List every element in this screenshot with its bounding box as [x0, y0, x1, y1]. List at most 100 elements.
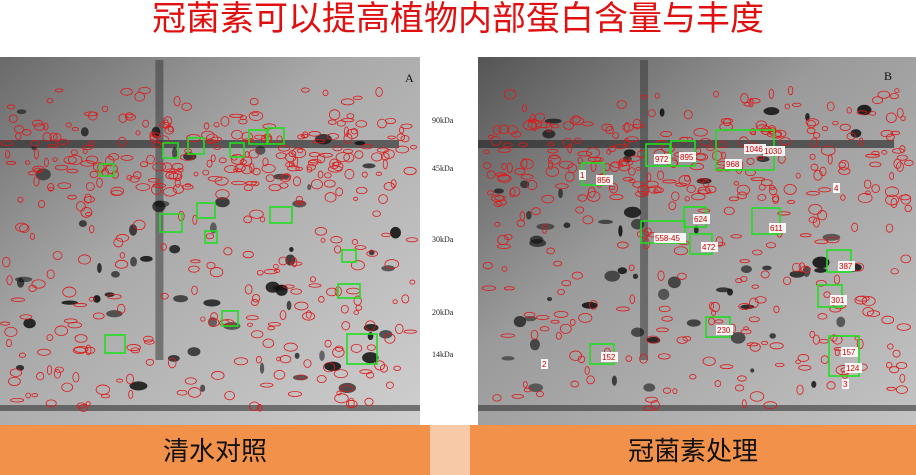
spot-outline — [855, 295, 870, 302]
spot-label-bg — [830, 295, 847, 305]
spot-outline — [657, 270, 665, 281]
spot-outline — [805, 118, 820, 127]
spot-outline — [85, 212, 92, 217]
spot-label: 3 — [843, 380, 848, 389]
spot-outline — [8, 376, 21, 387]
spot — [215, 197, 230, 208]
spot-outline — [193, 171, 199, 177]
spot-outline — [340, 304, 349, 314]
spot-outline — [779, 137, 792, 146]
spot-outline — [287, 391, 302, 397]
spot-outline — [210, 312, 218, 321]
spot-outline — [308, 283, 322, 288]
spot-label: 1 — [580, 171, 585, 180]
spot-label-bg — [769, 223, 786, 233]
spot-outline — [826, 101, 835, 112]
spot-outline — [366, 250, 379, 257]
spot-outline — [273, 264, 279, 270]
spot-outline — [97, 162, 105, 173]
spot-outline — [395, 145, 410, 154]
spot-outline — [896, 108, 904, 118]
spot — [362, 352, 379, 364]
spot-outline — [741, 399, 747, 409]
spot-outline — [255, 356, 262, 364]
spot-outline — [697, 178, 708, 183]
spot — [836, 316, 846, 328]
spot — [542, 129, 556, 139]
band — [640, 60, 649, 360]
spot-outline — [24, 160, 31, 165]
spot-outline — [625, 136, 639, 143]
spot-outline — [279, 355, 292, 364]
spot-label: 152 — [602, 353, 616, 362]
spot-outline — [160, 243, 167, 251]
spot-outline — [769, 342, 784, 350]
spot-outline — [768, 187, 778, 196]
spot-label: 157 — [842, 348, 856, 357]
spot-outline — [214, 176, 229, 186]
spot-outline — [840, 194, 846, 201]
spot-outline — [396, 133, 406, 142]
spot-outline — [632, 123, 645, 129]
spot-outline — [202, 169, 210, 176]
spot-outline — [749, 391, 765, 402]
spot-outline — [815, 279, 827, 287]
spot — [546, 296, 553, 302]
spot — [200, 384, 206, 392]
spot-outline — [85, 401, 91, 407]
spot — [632, 273, 639, 280]
spot-outline — [47, 144, 59, 149]
spot — [129, 224, 138, 236]
spot-outline — [273, 369, 286, 380]
spot-outline — [577, 194, 588, 202]
highlight-box — [221, 310, 239, 327]
spot-outline — [354, 245, 367, 250]
spot — [129, 381, 148, 391]
spot — [501, 356, 515, 361]
spot-outline — [795, 359, 801, 365]
spot-outline — [754, 296, 767, 304]
spot-label-bg — [654, 233, 686, 243]
spot-outline — [247, 322, 253, 327]
spot — [526, 210, 532, 220]
spot-outline — [656, 327, 669, 333]
spot — [513, 315, 527, 328]
spot — [152, 200, 166, 213]
spot-outline — [625, 355, 633, 362]
spot-outline — [795, 172, 801, 179]
spot-outline — [624, 122, 630, 133]
spot — [529, 338, 540, 351]
spot-outline — [691, 193, 706, 201]
spot-outline — [375, 171, 383, 176]
spot-outline — [107, 293, 122, 300]
spot-outline — [738, 136, 749, 148]
spot-outline — [616, 100, 627, 109]
spot-outline — [395, 323, 404, 334]
spot-outline — [336, 120, 346, 127]
spot-outline — [334, 345, 344, 352]
spot-outline — [675, 182, 687, 187]
spot-label-bg — [744, 144, 766, 154]
spot — [173, 295, 189, 303]
spot-outline — [810, 163, 819, 171]
spot-label: 972 — [655, 155, 669, 164]
spot-outline — [29, 233, 35, 240]
spot-outline — [33, 176, 40, 187]
spot — [643, 383, 656, 392]
spot-outline — [295, 200, 306, 205]
highlight-box — [269, 206, 293, 224]
marker-label: 20kDa — [432, 308, 454, 317]
spot-outline — [678, 175, 692, 186]
spot-outline — [33, 148, 39, 160]
spot-outline — [72, 372, 80, 383]
spot-outline — [52, 157, 58, 162]
spot-outline — [896, 161, 904, 172]
spot-outline — [353, 196, 359, 201]
spot-outline — [244, 284, 253, 295]
spot-outline — [248, 401, 260, 411]
spot-label-bg — [579, 170, 586, 180]
spot-outline — [367, 344, 376, 351]
spot-outline — [206, 261, 216, 270]
spot-outline — [648, 185, 662, 194]
spot — [581, 302, 598, 309]
